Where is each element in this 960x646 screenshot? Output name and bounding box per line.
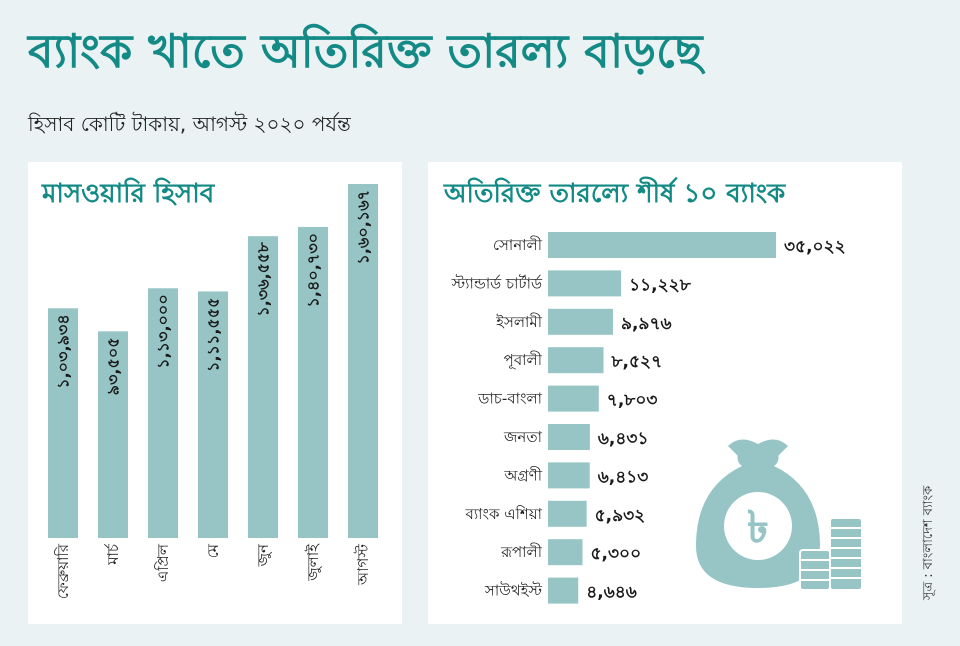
bank-bar <box>548 577 579 604</box>
bank-bar-value: ৫,৩০০ <box>591 544 642 564</box>
bank-bar <box>548 462 590 489</box>
monthly-category-label: জুলাই <box>304 543 322 582</box>
monthly-category-label: এপ্রিল <box>154 543 172 582</box>
monthly-bar-value: ৯৩,৫০৫ <box>104 337 123 395</box>
bank-bar <box>548 385 599 412</box>
chart-title: ব্যাংক খাতে অতিরিক্ত তারল্য বাড়ছে <box>28 24 703 78</box>
monthly-panel: মাসওয়ারি হিসাব ১,০৩,৯৩৪ ফেব্রুয়ারি ৯৩,৫০… <box>28 162 402 624</box>
top-banks-chart-title: অতিরিক্ত তারল্যে শীর্ষ ১০ ব্যাংক <box>443 176 786 209</box>
monthly-category-label: মে <box>204 543 222 558</box>
bank-bar <box>548 347 604 374</box>
monthly-bar-value: ১,৩৬,৫৫৮ <box>254 242 273 317</box>
bank-bar-value: ৮,৫২৭ <box>611 352 663 372</box>
bank-name-label: পূবালী <box>504 351 543 370</box>
bank-bar <box>548 270 622 297</box>
bank-name-label: ব্যাংক এশিয়া <box>464 505 542 523</box>
bank-bar <box>548 424 590 450</box>
monthly-bar <box>298 226 328 538</box>
monthly-bar-value: ১,৪০,৭৩০ <box>304 233 323 308</box>
bank-bar-value: ৯,৯৭৬ <box>621 314 672 334</box>
bank-name-label: ডাচ-বাংলা <box>477 390 542 408</box>
svg-text:৳: ৳ <box>747 502 769 553</box>
monthly-category-label: জুন <box>254 543 272 567</box>
monthly-bar-value: ১,১১,৫৫৫ <box>204 297 223 371</box>
bank-name-label: সাউথইস্ট <box>484 582 542 600</box>
bank-bar <box>548 500 587 527</box>
monthly-bar <box>198 291 228 538</box>
monthly-bar <box>248 236 278 538</box>
bank-bar-value: ৭,৮০৩ <box>607 391 658 411</box>
bank-bar-value: ৩৫,০২২ <box>784 237 846 257</box>
monthly-bar <box>98 331 128 538</box>
bank-bar-value: ১১,২২৮ <box>629 275 692 295</box>
bank-bar <box>548 232 776 258</box>
monthly-bar <box>48 308 78 538</box>
bank-bar-value: ৫,৯৩২ <box>595 506 646 526</box>
bank-bar-value: ৪,৬৪৬ <box>586 583 637 603</box>
bank-bar-value: ৬,৪৩১ <box>598 429 649 449</box>
bank-name-label: সোনালী <box>493 236 543 254</box>
chart-subtitle: হিসাব কোটি টাকায়, আগস্ট ২০২০ পর্যন্ত <box>28 112 351 136</box>
bank-name-label: অগ্রণী <box>503 466 542 484</box>
bank-name-label: স্ট্যান্ডার্ড চার্টার্ড <box>451 274 543 292</box>
money-bag-icon: ৳ <box>696 439 820 588</box>
monthly-chart-title: মাসওয়ারি হিসাব <box>41 177 216 209</box>
monthly-category-label: ফেব্রুয়ারি <box>54 543 72 599</box>
monthly-bar <box>148 288 178 538</box>
monthly-bar-value: ১,০৩,৯৩৪ <box>54 314 73 389</box>
bank-bar-value: ৬,৪১৩ <box>598 467 649 487</box>
coin-stack-icon <box>799 517 863 591</box>
bank-name-label: ইসলামী <box>495 313 543 331</box>
bank-name-label: রূপালী <box>500 543 543 561</box>
monthly-bar-value: ১,১৩,০০০ <box>154 294 173 369</box>
monthly-bar <box>348 184 378 538</box>
monthly-category-label: মার্চ <box>104 543 122 566</box>
monthly-bar-value: ১,৬০,১৬৭ <box>354 190 373 265</box>
monthly-category-label: আগস্ট <box>354 544 372 586</box>
monthly-chart: মাসওয়ারি হিসাব ১,০৩,৯৩৪ ফেব্রুয়ারি ৯৩,৫০… <box>41 177 378 599</box>
bank-name-label: জনতা <box>503 428 543 446</box>
top-banks-chart: অতিরিক্ত তারল্যে শীর্ষ ১০ ব্যাংক ৳ সোনাল… <box>443 176 863 604</box>
bank-bar <box>548 539 583 566</box>
source-note: সূত্র : বাংলাদেশ ব্যাংক <box>921 485 936 600</box>
top-banks-panel: অতিরিক্ত তারল্যে শীর্ষ ১০ ব্যাংক ৳ সোনাল… <box>428 162 902 624</box>
bank-bar <box>548 308 613 335</box>
